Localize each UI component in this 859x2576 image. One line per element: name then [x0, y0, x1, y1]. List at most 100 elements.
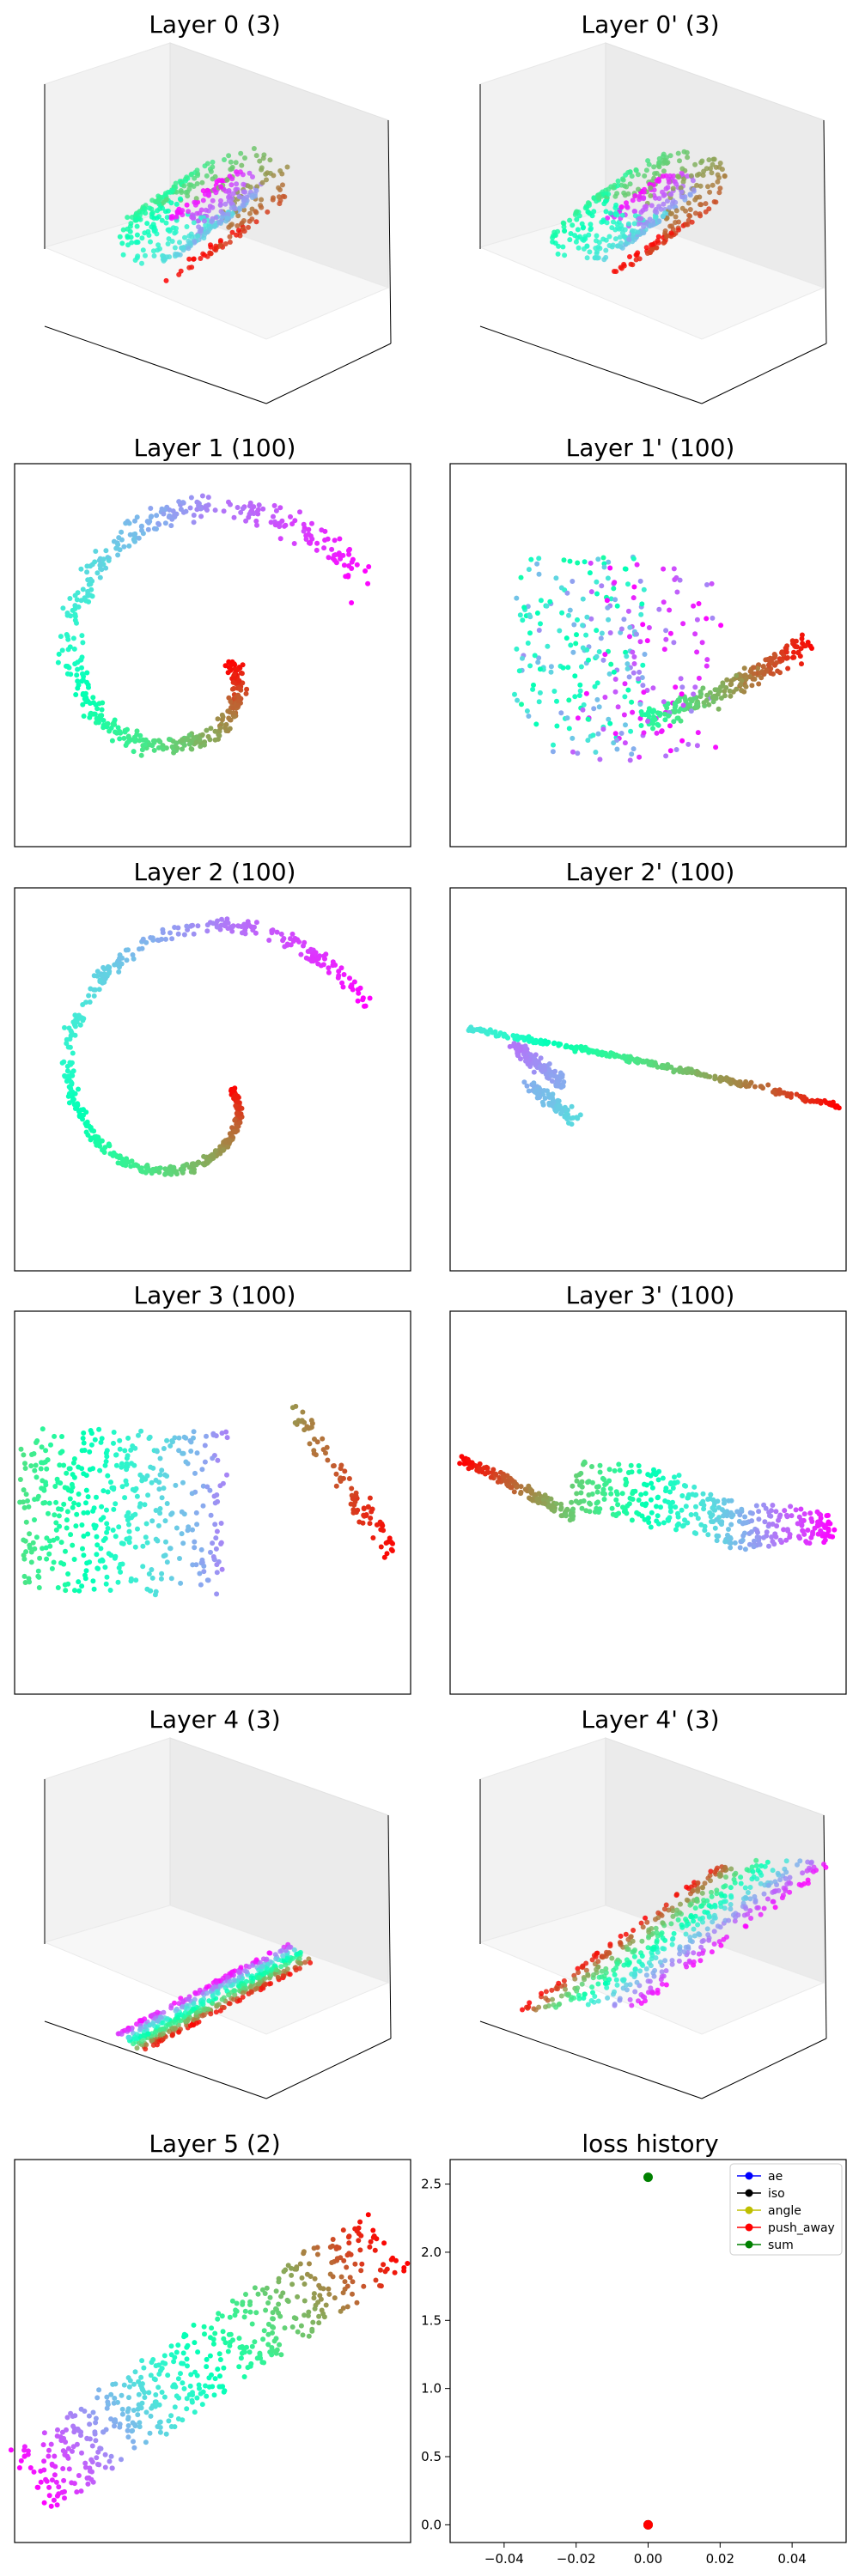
scatter-point: [578, 664, 584, 670]
scatter-point: [250, 927, 256, 933]
scatter-point: [712, 1073, 718, 1079]
scatter-point: [170, 2032, 175, 2038]
scatter-point: [625, 581, 631, 587]
scatter-point: [655, 234, 661, 240]
scatter-point: [133, 216, 139, 222]
scatter-point: [553, 1109, 559, 1115]
scatter-point: [638, 611, 644, 617]
scatter-point: [154, 216, 160, 221]
scatter-point: [166, 236, 172, 242]
scatter-point: [179, 1509, 185, 1515]
scatter-point: [215, 1498, 221, 1504]
scatter-point: [520, 2007, 525, 2013]
scatter-point: [148, 514, 154, 520]
scatter-point: [600, 1486, 606, 1492]
scatter-point: [196, 224, 202, 230]
scatter-point: [594, 1484, 600, 1490]
scatter-point: [138, 752, 144, 758]
scatter-point: [347, 975, 352, 981]
scatter-point: [35, 1568, 41, 1574]
scatter-point: [479, 1028, 485, 1034]
scatter-point: [622, 694, 628, 700]
scatter-point: [105, 1473, 111, 1479]
scatter-point: [80, 1546, 85, 1552]
scatter-point: [624, 665, 631, 671]
scatter-point: [223, 1429, 229, 1435]
scatter-point: [104, 1574, 110, 1580]
scatter-point: [574, 209, 580, 215]
scatter-point: [747, 1896, 753, 1902]
scatter-point: [585, 716, 591, 722]
scatter-point: [679, 738, 685, 744]
scatter-point: [595, 255, 601, 261]
scatter-point: [739, 1506, 745, 1512]
scatter-point: [308, 1425, 314, 1431]
scatter-point: [637, 639, 643, 645]
scatter-point: [741, 665, 747, 671]
scatter-point: [704, 616, 710, 622]
scatter-point: [142, 2016, 148, 2022]
scatter-point: [132, 1511, 138, 1517]
scatter-point: [631, 556, 637, 562]
scatter-point: [296, 1960, 302, 1965]
scatter-point: [521, 1079, 527, 1085]
scatter-point: [787, 1889, 793, 1895]
scatter-point: [301, 943, 306, 949]
scatter-point: [217, 726, 223, 731]
scatter-point: [616, 1461, 622, 1467]
scatter-point: [687, 696, 693, 702]
scatter-point: [665, 198, 670, 204]
scatter-point: [640, 662, 646, 668]
scatter-point: [277, 168, 283, 173]
scatter-point: [614, 1982, 620, 1988]
scatter-point: [611, 185, 617, 191]
scatter-point: [83, 1129, 89, 1135]
scatter-point: [66, 1025, 72, 1031]
scatter-point: [76, 1492, 82, 1497]
scatter-point: [143, 939, 149, 945]
scatter-point: [552, 1068, 558, 1074]
scatter-point: [267, 157, 273, 163]
scatter-point: [758, 1084, 765, 1090]
scatter-point: [83, 1568, 89, 1574]
scatter-point: [613, 1977, 619, 1983]
scatter-point: [61, 1561, 67, 1567]
scatter-point: [21, 1573, 27, 1579]
scatter-point: [707, 189, 713, 195]
panel-title-layer5: Layer 5 (2): [149, 2129, 280, 2158]
scatter-point: [172, 230, 178, 236]
scatter-point: [27, 1531, 33, 1537]
scatter-point: [696, 675, 702, 681]
scatter-point: [697, 211, 703, 217]
scatter-point: [577, 682, 583, 688]
scatter-point: [214, 1570, 220, 1576]
scatter-point: [309, 520, 314, 526]
scatter-point: [240, 1990, 246, 1996]
scatter-point: [614, 221, 620, 227]
scatter-point: [701, 1503, 707, 1508]
scatter-point: [346, 563, 352, 568]
scatter-point: [264, 1956, 270, 1962]
scatter-point: [772, 662, 777, 668]
scatter-point: [716, 1076, 722, 1082]
scatter-point: [255, 511, 261, 517]
panel-title-layer2p: Layer 2' (100): [566, 858, 735, 886]
scatter-point: [159, 506, 165, 512]
scatter-point: [117, 1446, 123, 1452]
scatter-point: [631, 595, 637, 601]
scatter-point: [661, 647, 667, 653]
scatter-point: [112, 717, 118, 723]
scatter-point: [160, 205, 165, 211]
scatter-point: [88, 563, 94, 569]
scatter-point: [646, 713, 652, 719]
scatter-point: [212, 507, 218, 513]
scatter-point: [528, 1053, 534, 1059]
scatter-point: [52, 1433, 58, 1439]
scatter-point: [197, 1571, 203, 1577]
scatter-point: [120, 1540, 126, 1546]
scatter-point: [667, 211, 673, 216]
scatter-point: [160, 746, 166, 752]
scatter-point: [284, 164, 290, 170]
scatter-point: [579, 1044, 585, 1050]
scatter-point: [580, 623, 586, 629]
